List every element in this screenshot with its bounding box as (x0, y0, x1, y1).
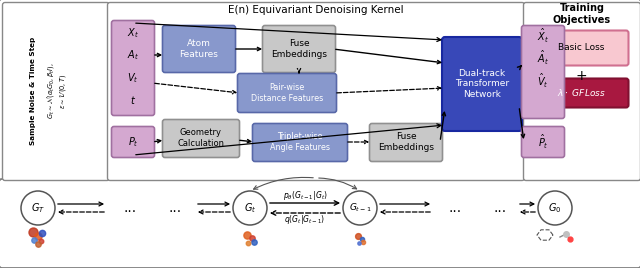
Text: $\hat{V}_t$: $\hat{V}_t$ (537, 72, 549, 90)
Text: $G_t \sim \mathcal{N}(\alpha_t G_0, \beta_t I),$: $G_t \sim \mathcal{N}(\alpha_t G_0, \bet… (45, 63, 56, 119)
Text: $X_t$: $X_t$ (127, 26, 139, 40)
Text: $p_\theta(G_{t-1}|G_t)$: $p_\theta(G_{t-1}|G_t)$ (283, 189, 327, 203)
Text: $\hat{X}_t$: $\hat{X}_t$ (537, 27, 549, 45)
Text: Fuse
Embeddings: Fuse Embeddings (271, 39, 327, 59)
FancyBboxPatch shape (111, 126, 154, 158)
FancyBboxPatch shape (534, 79, 628, 107)
Text: $\hat{A}_t$: $\hat{A}_t$ (537, 49, 549, 67)
Text: Pair-wise
Distance Features: Pair-wise Distance Features (251, 83, 323, 103)
Text: $G_t$: $G_t$ (244, 201, 256, 215)
FancyBboxPatch shape (0, 0, 640, 184)
Circle shape (343, 191, 377, 225)
Text: ...: ... (493, 201, 507, 215)
Text: $q(G_t|G_{t-1})$: $q(G_t|G_{t-1})$ (284, 213, 326, 225)
Text: $\varepsilon \sim \mathcal{U}(0, T)$: $\varepsilon \sim \mathcal{U}(0, T)$ (58, 73, 68, 109)
FancyBboxPatch shape (442, 37, 522, 131)
FancyBboxPatch shape (111, 20, 154, 116)
FancyBboxPatch shape (3, 2, 109, 181)
Text: $A_t$: $A_t$ (127, 48, 139, 62)
Text: Geometry
Calculation: Geometry Calculation (177, 128, 225, 148)
Text: $\lambda \cdot$ GFLoss: $\lambda \cdot$ GFLoss (557, 87, 605, 99)
FancyBboxPatch shape (369, 124, 442, 162)
Text: ...: ... (168, 201, 182, 215)
Text: Triplet-wise
Angle Features: Triplet-wise Angle Features (270, 132, 330, 152)
Text: Basic Loss: Basic Loss (558, 43, 604, 53)
FancyBboxPatch shape (108, 2, 525, 181)
Text: $G_{t-1}$: $G_{t-1}$ (349, 202, 371, 214)
FancyBboxPatch shape (237, 73, 337, 113)
Text: ...: ... (124, 201, 136, 215)
Text: $G_T$: $G_T$ (31, 201, 45, 215)
FancyBboxPatch shape (262, 25, 335, 73)
FancyBboxPatch shape (534, 31, 628, 65)
Text: $t$: $t$ (130, 94, 136, 106)
Text: Dual-track
Transformer
Network: Dual-track Transformer Network (455, 69, 509, 99)
FancyBboxPatch shape (163, 25, 236, 73)
FancyBboxPatch shape (253, 124, 348, 162)
Text: $G_0$: $G_0$ (548, 201, 562, 215)
FancyBboxPatch shape (524, 2, 640, 181)
Text: Atom
Features: Atom Features (180, 39, 218, 59)
FancyBboxPatch shape (163, 120, 239, 158)
Text: $\hat{P}_t$: $\hat{P}_t$ (538, 133, 548, 151)
Text: $P_t$: $P_t$ (127, 135, 138, 149)
Text: Sample Noise & Time Step: Sample Noise & Time Step (30, 37, 36, 145)
FancyBboxPatch shape (522, 126, 564, 158)
Text: +: + (575, 69, 587, 83)
Text: Training
Objectives: Training Objectives (553, 3, 611, 25)
Circle shape (538, 191, 572, 225)
Text: Fuse
Embeddings: Fuse Embeddings (378, 132, 434, 152)
Circle shape (233, 191, 267, 225)
Circle shape (21, 191, 55, 225)
FancyBboxPatch shape (522, 25, 564, 118)
FancyBboxPatch shape (0, 179, 640, 268)
Text: $V_t$: $V_t$ (127, 71, 139, 85)
Text: ...: ... (449, 201, 461, 215)
Text: E(n) Equivariant Denoising Kernel: E(n) Equivariant Denoising Kernel (228, 5, 404, 15)
